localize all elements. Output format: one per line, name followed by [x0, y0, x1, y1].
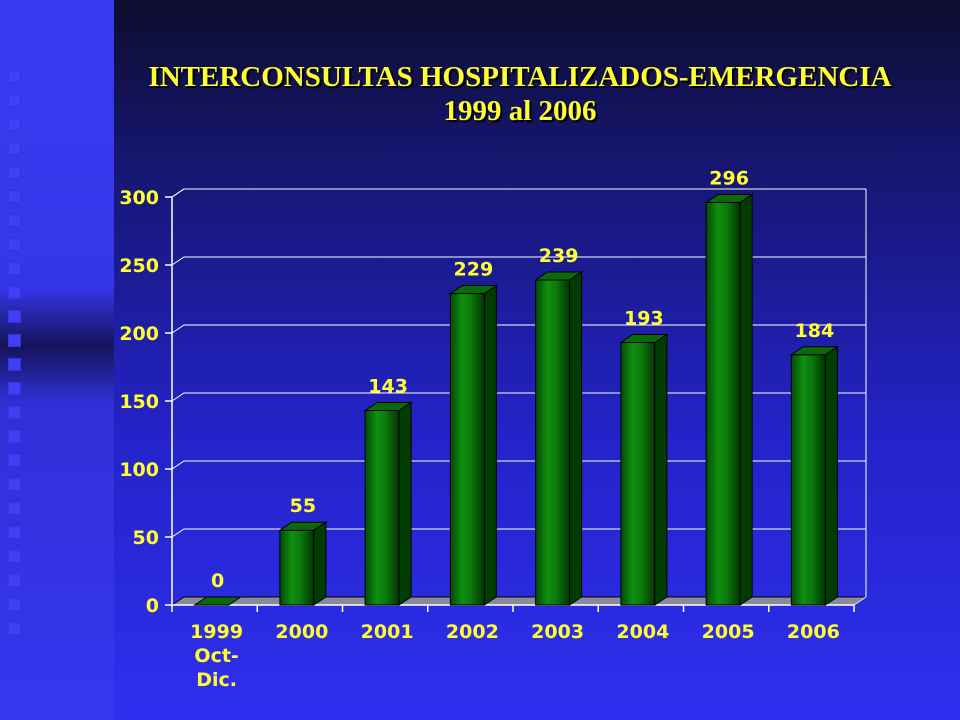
bar-side — [654, 333, 668, 606]
bar-top — [704, 193, 754, 203]
gridline — [171, 460, 866, 470]
data-label: 239 — [539, 245, 579, 267]
bar — [619, 333, 669, 606]
category-label: 2001 — [361, 621, 414, 643]
bar-top — [278, 521, 328, 531]
bar — [789, 345, 840, 606]
x-axis-right-edge — [853, 596, 867, 606]
gridline — [171, 324, 866, 334]
category-label: 2000 — [275, 621, 328, 643]
bar — [363, 401, 413, 606]
category-label: 2003 — [531, 621, 584, 643]
bar-side — [739, 193, 753, 606]
chart-floor — [170, 596, 868, 606]
bar-top — [363, 402, 413, 412]
data-label: 193 — [624, 308, 664, 330]
bar-side — [398, 401, 412, 606]
bar-front — [620, 342, 656, 606]
y-tick-label: 100 — [119, 459, 159, 481]
bar-top — [192, 596, 243, 606]
gridline — [171, 392, 866, 402]
bar — [533, 271, 584, 606]
y-tick-label: 300 — [119, 187, 159, 209]
gridline — [171, 256, 866, 266]
category-label: 1999 — [190, 621, 243, 643]
bar-front — [790, 354, 826, 606]
data-label: 143 — [368, 376, 408, 398]
bar-top — [448, 285, 499, 295]
bar — [448, 284, 499, 606]
gridline — [171, 188, 866, 198]
y-tick-label: 0 — [146, 595, 159, 617]
data-label: 229 — [454, 259, 494, 281]
bar-top — [533, 271, 584, 281]
y-tick-label: 200 — [119, 323, 159, 345]
data-label: 296 — [709, 167, 749, 189]
bar-front — [705, 201, 741, 606]
data-label: 0 — [211, 570, 224, 592]
bar-front — [449, 293, 485, 606]
y-axis-top-edge — [171, 188, 185, 198]
category-label: 2006 — [787, 621, 840, 643]
bar-side — [313, 521, 327, 606]
y-tick-label: 150 — [119, 391, 159, 413]
category-label: Oct- — [194, 645, 238, 667]
category-label: 2004 — [616, 621, 669, 643]
category-label: 2002 — [446, 621, 499, 643]
bar-side — [824, 345, 838, 606]
bar — [278, 521, 328, 606]
left-decorative-strip — [0, 0, 114, 720]
data-label: 55 — [290, 495, 316, 517]
bar — [192, 596, 243, 606]
bar-side — [483, 284, 497, 606]
data-label: 184 — [795, 320, 835, 342]
chart-title-line1: INTERCONSULTAS HOSPITALIZADOS-EMERGENCIA — [148, 61, 892, 93]
chart-title-line2: 1999 al 2006 — [443, 95, 597, 127]
gridline — [171, 528, 866, 538]
bar-side — [569, 271, 583, 606]
y-tick-label: 250 — [119, 255, 159, 277]
bar-top — [619, 334, 669, 344]
bar-front — [535, 279, 571, 606]
category-label: 2005 — [702, 621, 755, 643]
chart-title: INTERCONSULTAS HOSPITALIZADOS-EMERGENCIA… — [114, 60, 926, 128]
bar-front — [279, 529, 315, 606]
y-tick-label: 50 — [133, 527, 159, 549]
bar — [704, 193, 754, 606]
bar-top — [789, 346, 840, 356]
decorative-squares — [8, 70, 22, 646]
category-label: Dic. — [196, 669, 237, 691]
bar-front — [364, 410, 400, 606]
